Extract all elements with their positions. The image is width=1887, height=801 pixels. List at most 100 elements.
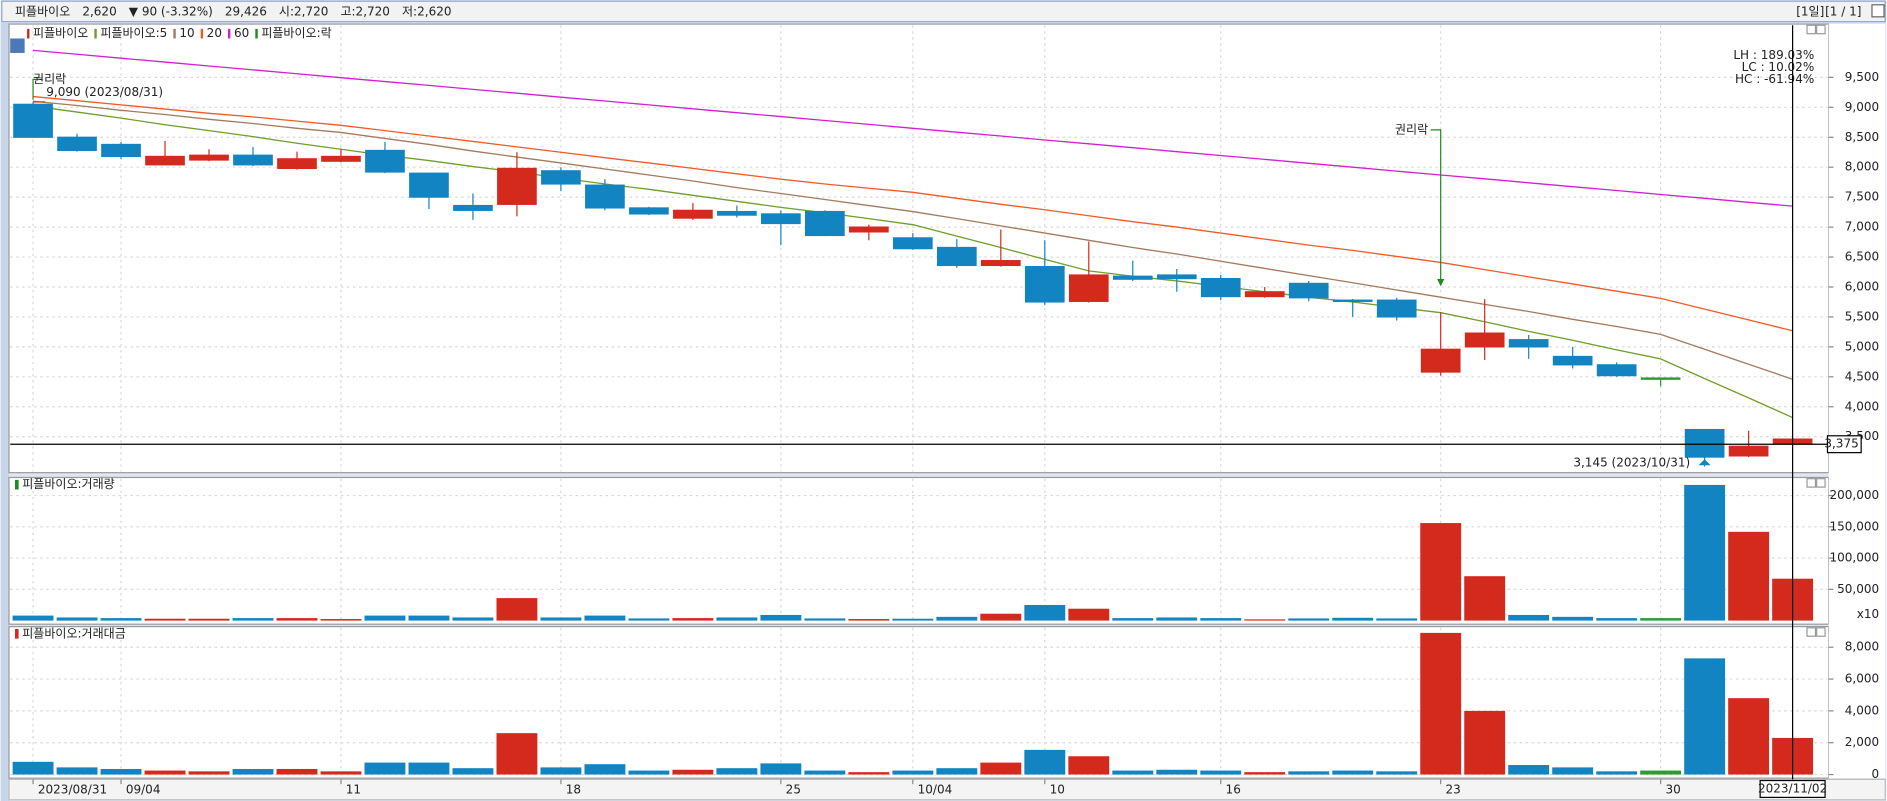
bar — [1376, 771, 1418, 775]
panel-button[interactable] — [1816, 627, 1826, 637]
candle-body — [629, 207, 669, 215]
x-tick-label: 18 — [566, 783, 581, 797]
stock-name: 피플바이오 — [15, 5, 70, 19]
bar — [1728, 531, 1770, 621]
bar — [232, 618, 274, 621]
bar — [452, 768, 494, 775]
bar — [12, 761, 54, 775]
y-tick-label: 4,500 — [1845, 369, 1879, 383]
bar — [848, 772, 890, 775]
panel-button[interactable] — [10, 38, 25, 53]
window-button[interactable] — [1871, 4, 1885, 18]
unit-label: x10 — [1857, 607, 1879, 621]
moving-average-line — [32, 95, 1793, 332]
candle-body — [1244, 291, 1285, 298]
high-label: 9,090 (2023/08/31) — [46, 85, 163, 99]
y-tick-label: 4,000 — [1845, 399, 1879, 413]
legend-swatch — [15, 629, 19, 639]
y-axis-area — [1828, 24, 1886, 779]
rights-label: 권리락 — [33, 72, 66, 86]
bar — [584, 764, 626, 775]
y-tick-label: 7,500 — [1845, 190, 1879, 204]
period: [1일] — [1796, 5, 1824, 19]
panel-button[interactable] — [1816, 478, 1826, 488]
bar — [980, 762, 1022, 775]
y-tick-label: 2,000 — [1845, 735, 1879, 749]
bar — [936, 768, 978, 775]
candle-body — [1200, 278, 1241, 298]
bar — [56, 617, 98, 621]
bar — [452, 617, 494, 621]
panel-button[interactable] — [1806, 24, 1817, 35]
bar — [1552, 616, 1594, 621]
bar — [804, 618, 846, 621]
bar — [848, 619, 890, 621]
legend-swatch — [255, 28, 258, 39]
moving-average-line — [32, 105, 1793, 419]
bar — [892, 618, 934, 621]
legend-label: 20 — [207, 26, 222, 40]
y-tick-label: 9,000 — [1845, 100, 1879, 114]
bar — [628, 618, 670, 621]
candle-body — [1332, 299, 1373, 302]
bar — [1024, 749, 1066, 775]
bar — [12, 615, 54, 621]
bar — [1728, 698, 1770, 775]
x-tick-label: 09/04 — [126, 783, 161, 797]
candle-body — [848, 226, 889, 233]
legend-swatch — [173, 28, 176, 39]
bar — [1684, 658, 1726, 775]
y-tick-label: 100,000 — [1829, 551, 1879, 565]
moving-average-line — [32, 100, 1793, 380]
y-tick-label: 5,000 — [1845, 339, 1879, 353]
x-tick-label: 10/04 — [918, 783, 953, 797]
left-strip — [0, 22, 9, 801]
legend-label: 피플바이오:락 — [261, 26, 331, 40]
legend-swatch — [200, 28, 204, 39]
y-tick-label: 7,000 — [1845, 220, 1879, 234]
bar — [1508, 614, 1550, 621]
bar — [1068, 756, 1110, 775]
candle-body — [365, 149, 405, 173]
bar — [1464, 710, 1506, 775]
candle-body — [1112, 275, 1153, 280]
x-tick-label: 10 — [1050, 783, 1065, 797]
bar — [100, 768, 142, 775]
bar — [1288, 771, 1330, 775]
bar — [1244, 772, 1286, 775]
stat-label: LH : 189.03% — [1733, 48, 1814, 62]
bar — [232, 768, 274, 775]
high-price: 고:2,720 — [340, 5, 390, 19]
candle-body — [1684, 428, 1725, 458]
legend-label: 60 — [234, 26, 249, 40]
page-indicator: [1 / 1] — [1825, 5, 1861, 19]
bar — [1024, 604, 1066, 621]
candle-body — [1288, 282, 1329, 299]
low-arrow — [1698, 459, 1711, 466]
bar — [320, 619, 362, 621]
panel-button[interactable] — [1806, 478, 1817, 488]
candle-body — [1508, 339, 1549, 348]
legend-label: 피플바이오 — [33, 26, 88, 40]
moving-average-line — [32, 49, 1793, 207]
candle-body — [13, 103, 53, 138]
candle-body — [673, 209, 713, 219]
panel-button[interactable] — [1806, 627, 1817, 637]
bar — [1640, 618, 1682, 621]
bar — [364, 762, 406, 775]
date-axis-area — [8, 778, 1886, 801]
bar — [1596, 771, 1638, 775]
y-tick-label: 150,000 — [1829, 519, 1879, 533]
legend-label: 피플바이오:5 — [100, 26, 167, 40]
bar — [1112, 618, 1154, 621]
panel-button[interactable] — [1816, 24, 1826, 35]
candle-body — [101, 143, 141, 158]
candle-body — [1728, 445, 1769, 457]
legend-label: 피플바이오:거래량 — [22, 477, 114, 491]
x-tick-label: 23 — [1446, 783, 1461, 797]
bar — [540, 767, 582, 775]
legend-swatch — [227, 28, 231, 39]
bar — [276, 618, 318, 621]
